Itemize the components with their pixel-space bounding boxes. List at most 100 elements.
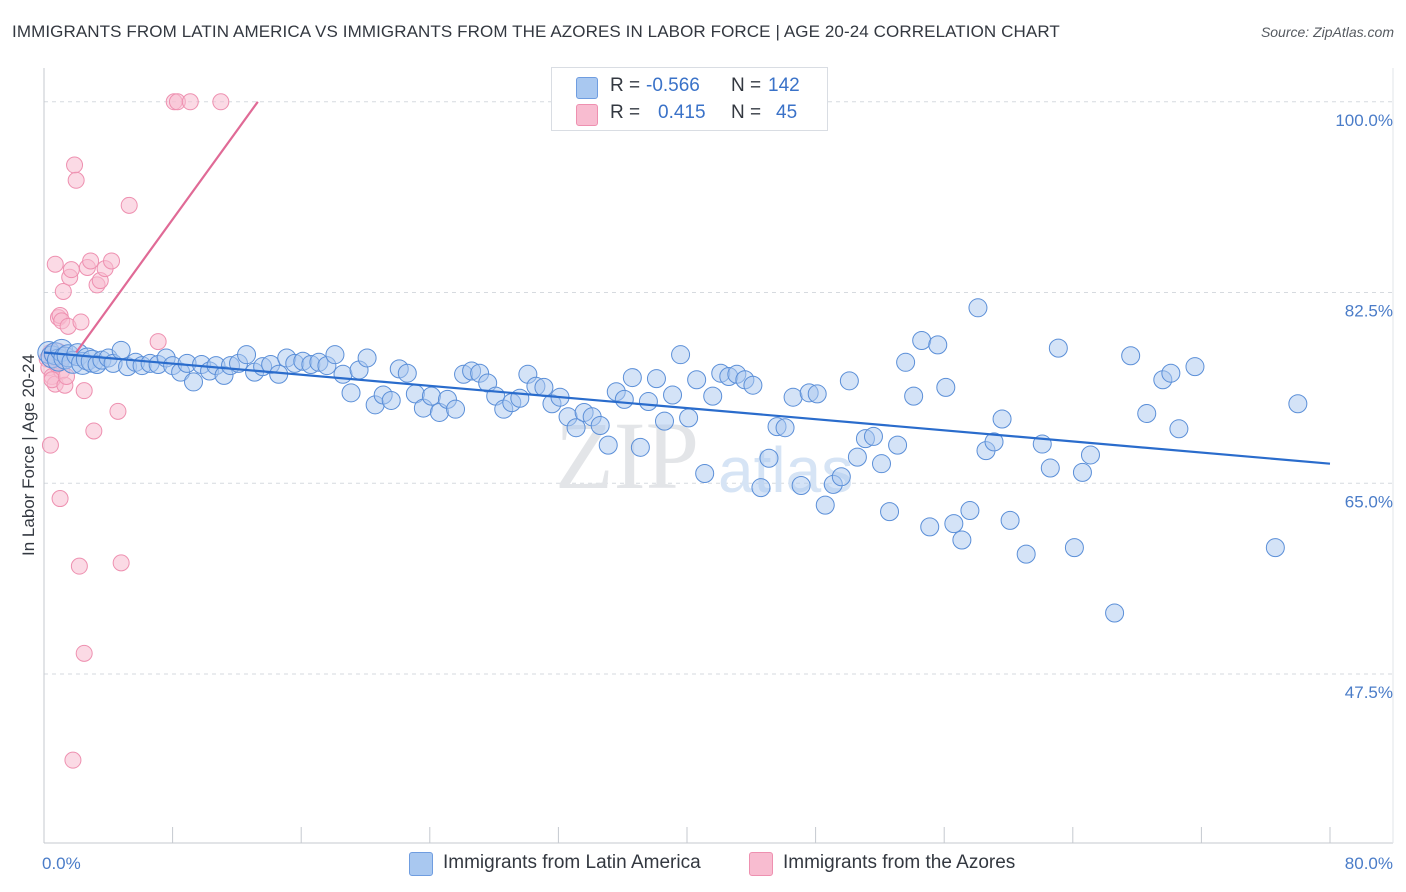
latin-america-point [912,331,932,351]
legend-r-value: 0.415 [658,102,706,123]
watermark-atlas: atlas [718,434,853,506]
latin-america-point [759,448,779,468]
latin-america-point [1265,538,1285,558]
latin-america-point [1064,538,1084,558]
latin-america-point [992,409,1012,429]
latin-america-point [622,368,642,388]
legend-r-value: -0.566 [646,75,700,96]
gridlines [44,101,1393,675]
latin-america-point [815,495,835,515]
y-axis-label: In Labor Force | Age 20-24 [19,354,38,556]
latin-america-point [839,371,859,391]
azores-point [75,644,93,662]
latin-america-point [1288,394,1308,414]
azores-point [82,252,100,270]
azores-trend-line [75,101,259,354]
y-tick-label: 100.0% [1335,111,1393,130]
latin-america-point [791,475,811,495]
latin-america-point [1105,603,1125,623]
latin-america-point [237,345,257,365]
latin-america-point [566,418,586,438]
azores-point [109,402,127,420]
legend-n-label: N = [731,102,762,123]
azores-point [181,93,199,111]
latin-america-point [928,335,948,355]
legend-n-value: 142 [768,75,800,96]
azores-point [54,282,72,300]
legend-swatch-pink [576,104,598,126]
series-latin-america-points [37,298,1308,623]
source-credit: Source: ZipAtlas.com [1260,24,1394,40]
latin-america-point [1137,404,1157,424]
latin-america-point [671,345,691,365]
azores-point [85,422,103,440]
legend-n-label: N = [731,75,762,96]
latin-america-point [397,363,417,383]
latin-america-point [936,377,956,397]
latin-america-point [695,463,715,483]
latin-america-point [831,467,851,487]
latin-america-point [920,517,940,537]
latin-america-point [341,383,361,403]
latin-america-point [863,426,883,446]
azores-point [212,93,230,111]
x-tick-label: 80.0% [1345,854,1393,873]
azores-point [70,557,88,575]
series-legend-swatch-blue [409,852,433,876]
azores-point [46,255,64,273]
latin-america-point [944,514,964,534]
azores-point [64,751,82,769]
x-tick-labels: 0.0% 80.0% [42,854,1393,873]
latin-america-point [1048,338,1068,358]
stats-legend: R = -0.566 N = 142 R = 0.415 N = 45 [551,67,828,131]
legend-swatch-blue [576,77,598,99]
latin-america-point [679,408,699,428]
azores-point [41,436,59,454]
latin-america-point [960,501,980,521]
azores-point [75,382,93,400]
latin-america-point [638,392,658,412]
latin-america-point [1072,462,1092,482]
latin-america-point [783,387,803,407]
latin-america-point [888,435,908,455]
latin-america-point [510,388,530,408]
latin-america-point [775,418,795,438]
latin-america-point [751,478,771,498]
latin-america-point [598,435,618,455]
latin-america-point [357,348,377,368]
latin-america-point [1000,510,1020,530]
latin-america-trend-line [43,351,1331,465]
azores-point [120,196,138,214]
latin-america-point [847,447,867,467]
latin-america-point [904,386,924,406]
latin-america-point [381,390,401,410]
azores-point [149,333,167,351]
azores-point [103,252,121,270]
latin-america-point [952,530,972,550]
azores-point [66,156,84,174]
latin-america-point [614,389,634,409]
series-legend-swatch-pink [749,852,773,876]
latin-america-point [743,375,763,395]
azores-point [51,490,69,508]
latin-america-point [1040,458,1060,478]
y-tick-label: 65.0% [1345,492,1393,511]
latin-america-point [1161,363,1181,383]
latin-america-point [630,437,650,457]
latin-america-point [880,502,900,522]
series-azores-points [38,93,230,769]
azores-point [62,261,80,279]
chart-title: IMMIGRANTS FROM LATIN AMERICA VS IMMIGRA… [12,22,1060,41]
latin-america-point [687,370,707,390]
latin-america-point [807,384,827,404]
x-tick-label: 0.0% [42,854,81,873]
y-tick-label: 47.5% [1345,683,1393,702]
latin-america-point [703,386,723,406]
latin-america-point [896,352,916,372]
latin-america-point [325,345,345,365]
trend-lines [43,101,1331,465]
legend-r-label: R = [610,75,641,96]
latin-america-point [333,364,353,384]
series-legend-label: Immigrants from the Azores [783,852,1016,873]
